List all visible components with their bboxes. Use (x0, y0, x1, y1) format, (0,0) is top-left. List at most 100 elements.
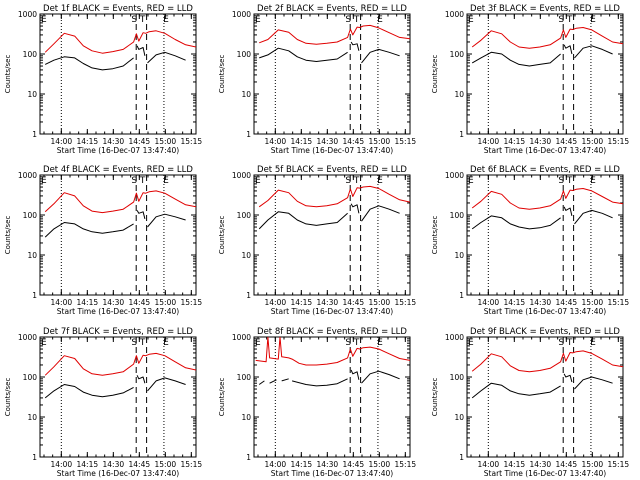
y-tick-label: 100 (23, 373, 38, 382)
y-tick-label: 100 (450, 373, 465, 382)
events-series-line (471, 382, 561, 399)
y-tick-label: 10 (27, 251, 37, 260)
x-tick-label: 14:45 (556, 137, 578, 146)
plot-frame (253, 13, 411, 135)
x-tick-label: 14:00 (478, 460, 500, 469)
marker-label-t: T (353, 338, 360, 348)
events-series-line (44, 56, 134, 71)
marker-label-s: S (131, 338, 137, 348)
events-series-line (350, 203, 360, 214)
plot-frame (466, 13, 624, 135)
y-tick-label: 100 (450, 50, 465, 59)
events-series-line (574, 45, 613, 59)
x-tick-label: 15:15 (181, 460, 203, 469)
x-axis-label: Start Time (16-Dec-07 13:47:40) (271, 307, 393, 316)
marker-label-e-start: E (255, 176, 261, 186)
events-series-line (361, 370, 400, 384)
y-tick-label: 1000 (232, 333, 251, 342)
marker-label-e-end: E (377, 176, 383, 186)
y-tick-label: 1 (459, 130, 464, 139)
marker-label-t: T (139, 15, 146, 25)
chart-title: Det 1f BLACK = Events, RED = LLD (43, 4, 193, 14)
x-axis-label: Start Time (16-Dec-07 13:47:40) (484, 307, 606, 316)
y-tick-label: 10 (241, 90, 251, 99)
x-tick-label: 14:45 (129, 137, 151, 146)
x-tick-label: 14:30 (317, 460, 339, 469)
lld-series-line (471, 350, 623, 373)
marker-label-e-end: E (590, 176, 596, 186)
y-axis-label: Counts/sec (431, 216, 439, 255)
chart-panel: Det 8f BLACK = Events, RED = LLD Counts/s… (218, 327, 416, 478)
y-tick-label: 1000 (18, 10, 37, 19)
marker-label-e-start: E (255, 338, 261, 348)
events-series-line (574, 209, 613, 225)
events-series-line (563, 206, 573, 217)
x-tick-label: 14:45 (343, 298, 365, 307)
x-tick-label: 15:15 (181, 298, 203, 307)
marker-label-e-end: E (163, 176, 169, 186)
chart-panel: Det 7f BLACK = Events, RED = LLD Counts/s… (4, 327, 202, 478)
marker-label-t: T (353, 15, 360, 25)
x-tick-label: 14:15 (77, 298, 99, 307)
x-axis-label: Start Time (16-Dec-07 13:47:40) (57, 307, 179, 316)
y-axis-label: Counts/sec (218, 216, 226, 255)
marker-label-e-start: E (41, 338, 47, 348)
y-tick-label: 10 (27, 413, 37, 422)
x-tick-label: 15:15 (395, 298, 417, 307)
marker-label-e-end: E (590, 15, 596, 25)
x-tick-label: 15:15 (608, 298, 630, 307)
x-tick-label: 14:15 (504, 137, 526, 146)
marker-label-s: S (558, 176, 564, 186)
marker-label-t: T (139, 338, 146, 348)
x-tick-label: 14:00 (478, 137, 500, 146)
events-series-line (361, 48, 400, 64)
x-tick-label: 14:15 (291, 460, 313, 469)
events-series-line (574, 376, 613, 390)
y-tick-label: 100 (237, 373, 252, 382)
events-series-line (361, 205, 400, 222)
x-tick-label: 14:30 (317, 137, 339, 146)
x-tick-label: 14:30 (317, 298, 339, 307)
chart-panel: Det 3f BLACK = Events, RED = LLD Counts/s… (431, 4, 629, 155)
x-tick-label: 15:00 (155, 137, 177, 146)
x-tick-label: 14:00 (265, 137, 287, 146)
x-tick-label: 14:00 (265, 460, 287, 469)
plot-frame (39, 336, 197, 458)
marker-label-s: S (131, 15, 137, 25)
x-tick-label: 15:15 (608, 460, 630, 469)
x-tick-label: 14:45 (343, 460, 365, 469)
events-series-line (563, 373, 573, 383)
y-tick-label: 10 (241, 413, 251, 422)
y-tick-label: 1000 (232, 171, 251, 180)
y-tick-label: 1 (459, 453, 464, 462)
events-series-line (147, 213, 186, 228)
y-tick-label: 10 (454, 90, 464, 99)
marker-label-e-start: E (255, 15, 261, 25)
y-tick-label: 1 (32, 130, 37, 139)
marker-label-s: S (345, 15, 351, 25)
x-tick-label: 14:00 (51, 137, 73, 146)
lld-series-line (44, 190, 196, 214)
marker-label-s: S (131, 176, 137, 186)
chart-title: Det 4f BLACK = Events, RED = LLD (43, 165, 193, 175)
lld-series-line (471, 188, 623, 210)
x-tick-label: 15:00 (582, 137, 604, 146)
chart-title: Det 9f BLACK = Events, RED = LLD (470, 327, 620, 337)
marker-label-e-end: E (163, 15, 169, 25)
y-tick-label: 10 (454, 413, 464, 422)
events-series-line (259, 47, 348, 62)
y-axis-label: Counts/sec (4, 216, 12, 255)
chart-title: Det 7f BLACK = Events, RED = LLD (43, 327, 193, 337)
y-tick-label: 1000 (18, 171, 37, 180)
y-tick-label: 1000 (445, 333, 464, 342)
x-tick-label: 14:30 (103, 298, 125, 307)
y-tick-label: 100 (23, 211, 38, 220)
x-tick-label: 14:45 (556, 298, 578, 307)
x-axis-label: Start Time (16-Dec-07 13:47:40) (271, 469, 393, 478)
y-tick-label: 100 (237, 211, 252, 220)
plot-frame (466, 174, 624, 296)
chart-title: Det 8f BLACK = Events, RED = LLD (257, 327, 407, 337)
marker-label-e-end: E (590, 338, 596, 348)
events-series-line (258, 211, 348, 230)
x-tick-label: 15:00 (155, 298, 177, 307)
